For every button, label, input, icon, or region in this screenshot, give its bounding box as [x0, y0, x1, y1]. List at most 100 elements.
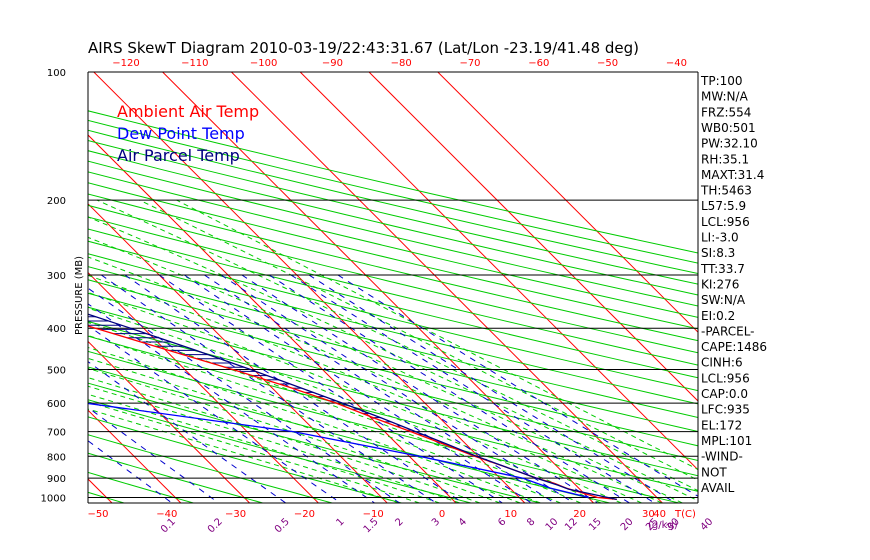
mixing-ratio-line [88, 440, 173, 503]
bottom-temp-tick-label: 20 [573, 509, 586, 520]
mixing-ratio-line [308, 274, 676, 503]
legend: Ambient Air Temp Dew Point Temp Air Parc… [117, 102, 259, 165]
index-item: KI:276 [701, 277, 739, 291]
dry-adiabat [88, 240, 698, 392]
moist-adiabat [88, 357, 521, 503]
top-temp-tick-label: −50 [597, 58, 618, 69]
index-item: TH:5463 [700, 184, 752, 198]
moist-adiabat [88, 335, 561, 503]
moist-adiabat [88, 367, 501, 503]
mixing-ratio-line [88, 324, 341, 503]
dewpoint-line [88, 402, 589, 499]
index-item: RH:35.1 [701, 152, 749, 166]
pressure-tick-label: 600 [47, 399, 66, 410]
mixing-ratio-line [204, 274, 555, 503]
isotherm-line [231, 72, 663, 503]
mixing-ratio-line [290, 274, 655, 503]
dry-adiabat [88, 416, 402, 503]
moist-adiabat [176, 199, 698, 471]
index-item: PW:32.10 [701, 137, 758, 151]
index-item: L57:5.9 [701, 199, 746, 213]
top-temp-tick-label: −100 [250, 58, 277, 69]
moist-adiabat [88, 216, 698, 502]
mixing-ratio-tick-label: 15 [587, 516, 604, 533]
dry-adiabat [88, 279, 698, 432]
pressure-tick-label: 800 [47, 452, 66, 463]
index-item: LI:-3.0 [701, 231, 739, 245]
moist-adiabat [88, 401, 420, 503]
y-axis-label: PRESSURE (MB) [74, 256, 85, 335]
dry-adiabat [88, 266, 698, 418]
index-item: LCL:956 [701, 371, 750, 385]
isotherm-line [0, 72, 43, 503]
pressure-tick-label: 500 [47, 365, 66, 376]
mixing-ratio-line [158, 274, 503, 503]
top-temp-tick-label: −110 [181, 58, 208, 69]
top-temp-tick-label: −60 [528, 58, 549, 69]
bottom-temp-tick-label: −40 [156, 509, 177, 520]
index-item: -WIND- [701, 450, 743, 464]
dry-adiabat [88, 306, 698, 462]
pressure-tick-label: 200 [47, 196, 66, 207]
moist-adiabat [88, 291, 622, 503]
mixing-ratio-line [184, 274, 532, 503]
moist-adiabat [88, 346, 541, 503]
index-item: FRZ:554 [701, 105, 751, 119]
mixing-ratio-line [101, 274, 437, 503]
mixing-ratio-tick-label: 0.2 [206, 516, 225, 535]
dry-adiabat [88, 366, 610, 503]
index-item: MW:N/A [701, 90, 749, 104]
moist-adiabat [88, 256, 663, 503]
pressure-tick-label: 900 [47, 474, 66, 485]
x-axis-label: T(C) [674, 509, 696, 520]
index-item: SW:N/A [701, 293, 746, 307]
dry-adiabat [88, 160, 698, 307]
mixing-ratio-line [88, 361, 286, 503]
top-temp-tick-label: −40 [666, 58, 687, 69]
top-temp-tick-label: −70 [459, 58, 480, 69]
index-item: TT:33.7 [700, 262, 745, 276]
mixing-ratio-line [124, 274, 464, 503]
mixing-ratio-line [337, 274, 698, 497]
dry-adiabat [88, 471, 194, 503]
moist-adiabat [88, 385, 460, 503]
background-grid [0, 72, 698, 503]
top-temp-tick-label: −120 [112, 58, 139, 69]
bottom-temp-tick-label: 40 [653, 509, 666, 520]
dry-adiabat [88, 129, 698, 275]
index-item: NOT [701, 465, 727, 479]
mixing-ratio-tick-label: 4 [457, 516, 469, 528]
index-item: LCL:956 [701, 215, 750, 229]
moist-adiabat [88, 408, 400, 503]
dry-adiabat [88, 204, 698, 354]
dry-adiabat [88, 110, 698, 254]
index-item: MPL:101 [701, 434, 752, 448]
mixing-ratio-tick-label: 0.5 [273, 516, 292, 535]
dry-adiabat [88, 434, 333, 503]
bottom-temp-tick-label: 30 [642, 509, 655, 520]
top-temp-tick-label: −80 [391, 58, 412, 69]
mixing-ratio-tick-label: 2 [393, 516, 405, 528]
index-item: SI:8.3 [701, 246, 735, 260]
index-item: WB0:501 [701, 121, 756, 135]
pressure-tick-label: 1000 [41, 494, 66, 505]
mixing-ratio-tick-label: 20 [619, 516, 636, 533]
legend-parcel: Air Parcel Temp [117, 146, 240, 165]
index-item: CAP:0.0 [701, 387, 748, 401]
legend-ambient: Ambient Air Temp [117, 102, 259, 121]
dry-adiabat [88, 150, 698, 296]
dry-adiabat [88, 399, 472, 503]
moist-adiabat [88, 377, 481, 503]
moist-adiabat [88, 274, 642, 503]
isotherm-line [437, 72, 698, 333]
mixing-ratio-tick-label: 40 [699, 516, 716, 533]
bottom-temp-tick-label: −20 [294, 509, 315, 520]
index-item: -PARCEL- [701, 324, 755, 338]
dry-adiabat [88, 139, 698, 285]
dry-adiabat [88, 382, 541, 503]
bottom-temp-tick-label: −50 [87, 509, 108, 520]
dry-adiabat [88, 193, 698, 342]
dry-adiabat [88, 182, 698, 330]
